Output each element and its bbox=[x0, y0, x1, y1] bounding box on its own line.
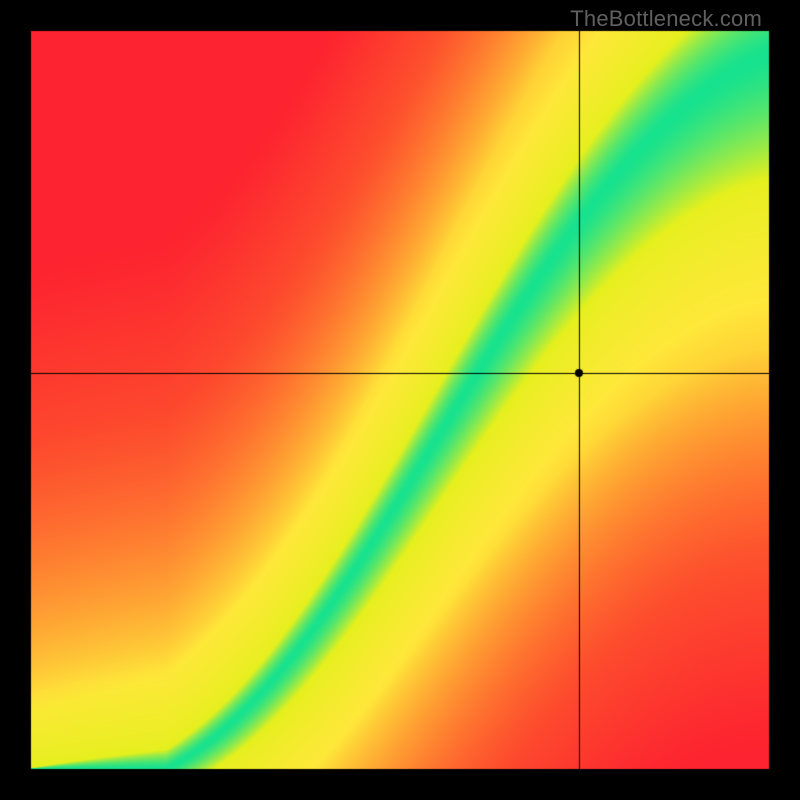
bottleneck-heatmap-canvas bbox=[0, 0, 800, 800]
chart-container: TheBottleneck.com bbox=[0, 0, 800, 800]
watermark-text: TheBottleneck.com bbox=[570, 6, 762, 32]
